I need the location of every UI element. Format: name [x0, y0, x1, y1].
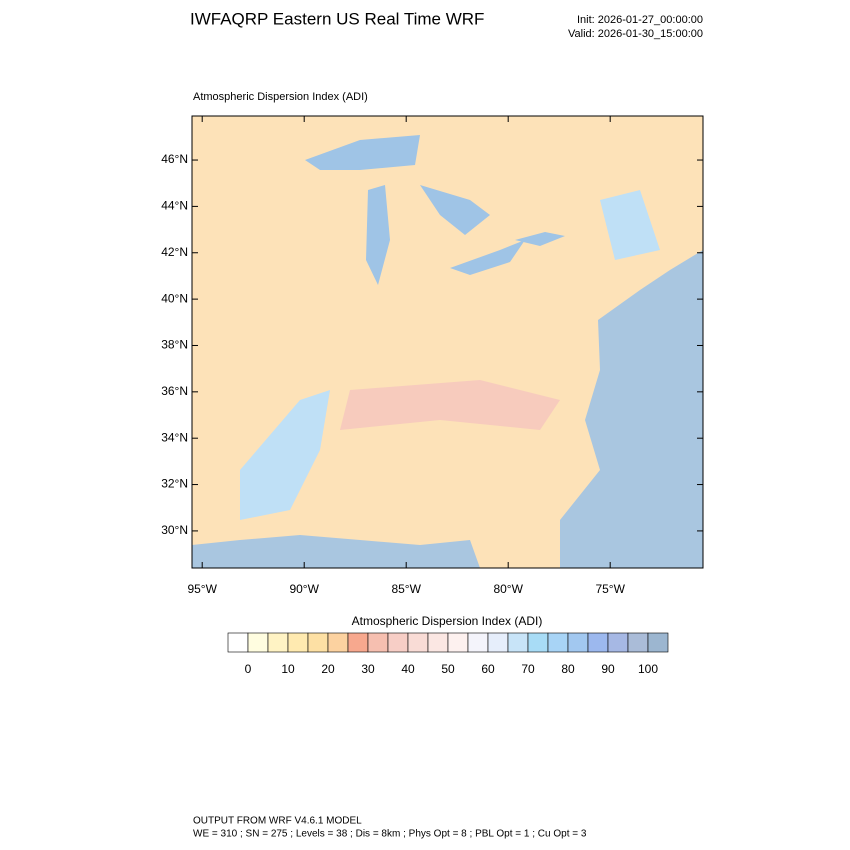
lake-erie: [450, 240, 525, 275]
colorbar-tick-label: 100: [638, 662, 658, 676]
footer-line: OUTPUT FROM WRF V4.6.1 MODEL: [193, 816, 362, 827]
colorbar-box: [407, 632, 429, 653]
lake-ontario: [515, 232, 565, 246]
init-time: Init: 2026-01-27_00:00:00: [577, 14, 703, 26]
region-high-adi: [240, 390, 330, 520]
colorbar-tick-label: 50: [441, 662, 455, 676]
colorbar-tick-label: 10: [281, 662, 295, 676]
colorbar-tick-label: 20: [321, 662, 335, 676]
colorbar-tick-label: 90: [601, 662, 615, 676]
colorbar-box: [227, 632, 249, 653]
colorbar-box: [627, 632, 649, 653]
colorbar-box: [247, 632, 269, 653]
colorbar-tick-label: 0: [245, 662, 252, 676]
lake-superior: [305, 135, 420, 170]
y-tick-label: 40°N: [161, 291, 188, 305]
lake-michigan: [366, 185, 390, 285]
colorbar-box: [267, 632, 289, 653]
colorbar-tick-label: 80: [561, 662, 575, 676]
colorbar-box: [287, 632, 309, 653]
y-tick-label: 46°N: [161, 152, 188, 166]
title: IWFAQRP Eastern US Real Time WRF: [190, 9, 484, 28]
map: [191, 115, 704, 569]
x-tick-label: 75°W: [595, 582, 625, 596]
colorbar-tick-label: 30: [361, 662, 375, 676]
y-tick-label: 30°N: [161, 523, 188, 537]
colorbar-box: [567, 632, 589, 653]
y-tick-label: 36°N: [161, 384, 188, 398]
colorbar-box: [447, 632, 469, 653]
colorbar-box: [487, 632, 509, 653]
y-tick-label: 34°N: [161, 430, 188, 444]
colorbar-box: [527, 632, 549, 653]
colorbar-box: [587, 632, 609, 653]
y-tick-label: 32°N: [161, 477, 188, 491]
colorbar-box: [607, 632, 629, 653]
x-tick-label: 95°W: [187, 582, 217, 596]
valid-time: Valid: 2026-01-30_15:00:00: [568, 28, 703, 40]
colorbar-box: [507, 632, 529, 653]
colorbar-tick-label: 40: [401, 662, 415, 676]
lake-huron: [420, 185, 490, 235]
colorbar-title: Atmospheric Dispersion Index (ADI): [352, 614, 543, 628]
colorbar-box: [347, 632, 369, 653]
footer-line: WE = 310 ; SN = 275 ; Levels = 38 ; Dis …: [193, 829, 587, 840]
y-tick-label: 42°N: [161, 245, 188, 259]
x-tick-label: 90°W: [289, 582, 319, 596]
colorbar-box: [307, 632, 329, 653]
x-tick-label: 85°W: [391, 582, 421, 596]
y-tick-label: 38°N: [161, 338, 188, 352]
x-tick-label: 80°W: [493, 582, 523, 596]
colorbar-box: [427, 632, 449, 653]
colorbar-box: [467, 632, 489, 653]
map-frame: [191, 115, 704, 569]
map-title: Atmospheric Dispersion Index (ADI): [193, 91, 368, 103]
colorbar-box: [367, 632, 389, 653]
colorbar-box: [647, 632, 669, 653]
colorbar-box: [547, 632, 569, 653]
region-high-adi: [600, 190, 660, 260]
colorbar-tick-label: 70: [521, 662, 535, 676]
ocean: [560, 250, 703, 568]
colorbar-box: [327, 632, 349, 653]
gulf: [192, 535, 480, 568]
colorbar-tick-label: 60: [481, 662, 495, 676]
y-tick-label: 44°N: [161, 199, 188, 213]
colorbar-box: [387, 632, 409, 653]
region-mid-adi: [340, 380, 560, 430]
